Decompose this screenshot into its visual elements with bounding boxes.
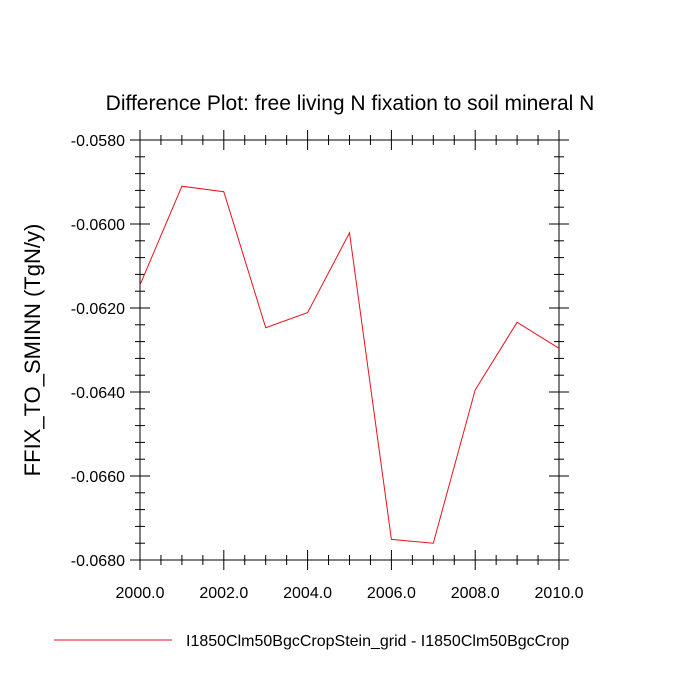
x-tick-label: 2004.0: [283, 585, 332, 602]
y-tick-label: -0.0600: [71, 217, 125, 234]
y-axis-label: FFIX_TO_SMINN (TgN/y): [20, 224, 45, 477]
chart-title: Difference Plot: free living N fixation …: [106, 92, 595, 115]
x-tick-label: 2010.0: [535, 585, 584, 602]
y-tick-label: -0.0680: [71, 553, 125, 570]
y-tick-label: -0.0580: [71, 133, 125, 150]
legend: I1850Clm50BgcCropStein_grid - I1850Clm50…: [54, 633, 569, 650]
x-tick-label: 2008.0: [451, 585, 500, 602]
series-group: [139, 185, 560, 544]
series-line: [139, 185, 560, 544]
plot-area: 2000.0 2002.0 2004.0 2006.0 2008.0 2010.0 -0.…: [71, 130, 584, 602]
y-tick-label: -0.0660: [71, 469, 125, 486]
y-tick-label: -0.0640: [71, 385, 125, 402]
x-tick-label: 2000.0: [116, 585, 165, 602]
plot-frame: [139, 139, 560, 561]
y-tick-labels: -0.0580 -0.0600 -0.0620 -0.0640 -0.0660 -0.06…: [71, 133, 125, 570]
legend-label: I1850Clm50BgcCropStein_grid - I1850Clm50…: [186, 633, 569, 650]
x-tick-label: 2002.0: [199, 585, 248, 602]
x-tick-labels: 2000.0 2002.0 2004.0 2006.0 2008.0 2010.0: [116, 585, 584, 602]
y-tick-label: -0.0620: [71, 301, 125, 318]
x-tick-label: 2006.0: [367, 585, 416, 602]
minor-ticks: [135, 135, 564, 565]
major-ticks: [130, 130, 569, 570]
